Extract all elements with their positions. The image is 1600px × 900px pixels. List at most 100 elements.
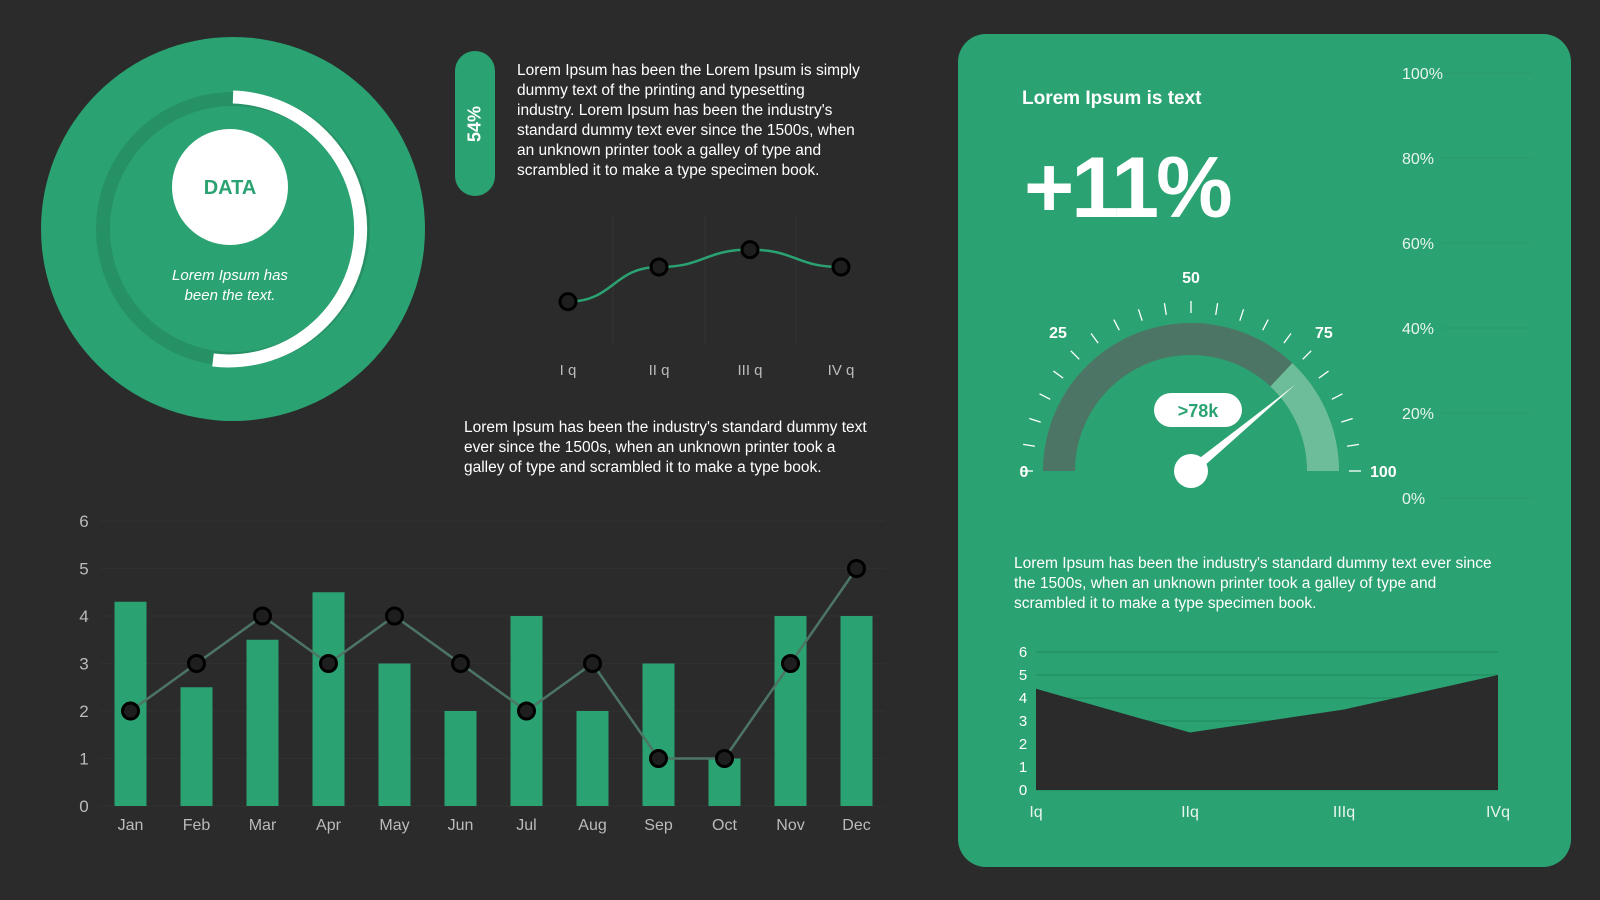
x-tick-label: Jun [448, 817, 474, 834]
x-tick-label: Jan [118, 817, 144, 834]
gauge-tick [1302, 350, 1312, 360]
y-tick-label: 3 [79, 655, 88, 674]
gauge-band-main [1043, 323, 1293, 471]
quarterly-line-chart: I q II q III q IV q [558, 215, 854, 379]
percent-tick-label: 20% [1402, 406, 1434, 423]
monthly-point [385, 606, 404, 626]
area-y-tick-label: 4 [1019, 690, 1027, 707]
gauge-tick [1331, 393, 1343, 400]
y-tick-label: 0 [79, 797, 88, 816]
gauge-tick [1239, 309, 1245, 321]
card-title: Lorem Ipsum is text [1022, 88, 1202, 109]
bar [246, 639, 279, 806]
text-line: Lorem Ipsum has been the industry's stan… [464, 419, 867, 436]
monthly-point [781, 654, 800, 673]
donut-center-disc [172, 129, 288, 245]
gauge-tick [1053, 370, 1064, 379]
gauge-tick [1215, 302, 1219, 316]
gauge-scale-label: 50 [1182, 270, 1200, 287]
area-y-tick-label: 2 [1019, 736, 1027, 753]
percent-tick-label: 80% [1402, 151, 1434, 168]
monthly-point [847, 559, 866, 578]
card-paragraph: Lorem Ipsum has been the industry's stan… [1014, 554, 1534, 614]
text-line: ever since the 1500s, when an unknown pr… [464, 439, 836, 456]
x-tick-label: Oct [712, 817, 737, 834]
percent-pill: 54% [455, 51, 495, 196]
bar [378, 663, 411, 806]
y-tick-label: 4 [79, 607, 88, 626]
gauge-tick [1039, 393, 1051, 400]
gauge-tick [1029, 417, 1041, 423]
text-line: scrambled it to make a type specimen boo… [517, 162, 820, 179]
text-line: industry. Lorem Ipsum has been the indus… [517, 102, 833, 119]
gauge-tick [1137, 309, 1143, 321]
card-big-value: +11% [1024, 140, 1233, 236]
percent-tick-label: 60% [1402, 236, 1434, 253]
monthly-point [517, 701, 536, 721]
area-x-tick-label: IIIq [1333, 804, 1355, 821]
x-tick-label: May [379, 817, 409, 834]
x-tick-label: Sep [644, 817, 673, 834]
y-tick-label: 1 [79, 750, 88, 769]
x-tick-label: Nov [776, 817, 804, 834]
y-tick-label: 5 [79, 560, 88, 579]
monthly-point [121, 701, 140, 721]
percent-tick-label: 100% [1402, 66, 1443, 83]
gauge-tick [1090, 333, 1099, 344]
monthly-point [451, 654, 470, 673]
monthly-point [319, 654, 338, 673]
gauge-scale-label: 75 [1315, 325, 1333, 342]
donut-widget: DATA Lorem Ipsum has been the text. [41, 37, 425, 421]
bar [642, 663, 675, 806]
area-y-tick-label: 6 [1019, 644, 1027, 661]
gauge-tick [1262, 319, 1269, 331]
x-tick-label: Aug [578, 817, 606, 834]
text-line: dummy text of the printing and typesetti… [517, 82, 805, 99]
quarter-tick-label: I q [560, 362, 577, 379]
top-paragraph: Lorem Ipsum has been the Lorem Ipsum is … [517, 61, 917, 181]
area-y-tick-label: 1 [1019, 759, 1027, 776]
monthly-point [253, 606, 272, 626]
text-line: Lorem Ipsum has been the industry's stan… [1014, 555, 1492, 572]
percent-axis: 100% 80% 60% 40% 20% 0% [1402, 66, 1532, 508]
area-y-tick-label: 5 [1019, 667, 1027, 684]
y-tick-label: 2 [79, 702, 88, 721]
donut-caption-line2: been the text. [185, 287, 276, 304]
donut-progress-arc [212, 90, 368, 368]
x-tick-label: Mar [249, 817, 277, 834]
gauge-tick [1283, 333, 1292, 344]
gauge-hub [1174, 454, 1208, 488]
gauge-badge-label: >78k [1178, 401, 1220, 421]
y-tick-label: 6 [79, 512, 88, 531]
monthly-point [187, 654, 206, 673]
text-line: standard dummy text ever since the 1500s… [517, 122, 855, 139]
x-tick-label: Apr [316, 817, 342, 834]
area-fill [1036, 675, 1498, 790]
bar [774, 616, 807, 806]
bar [180, 687, 213, 806]
monthly-bar-line-chart: 0 1 2 3 4 5 6 Jan Feb Mar Apr May Jun Jul Aug Sep Oct Nov… [79, 512, 885, 834]
gauge-tick [1318, 370, 1329, 379]
gauge-tick [1346, 443, 1360, 447]
gauge-scale-label: 0 [1020, 464, 1029, 481]
quarter-point [649, 257, 669, 277]
gauge: 0 25 50 75 100 >78k [1020, 270, 1397, 488]
gauge-band-high [1270, 363, 1339, 471]
gauge-tick [1341, 417, 1353, 423]
gauge-needle [1187, 384, 1296, 475]
monthly-point [583, 654, 602, 673]
percent-tick-label: 0% [1402, 491, 1425, 508]
text-line: galley of type and scrambled it to make … [464, 459, 822, 476]
middle-paragraph: Lorem Ipsum has been the industry's stan… [464, 418, 904, 478]
gauge-scale-label: 100 [1370, 464, 1397, 481]
bar [840, 616, 873, 806]
text-line: scrambled it to make a type specimen boo… [1014, 595, 1317, 612]
area-x-tick-label: IVq [1486, 804, 1510, 821]
area-y-tick-label: 3 [1019, 713, 1027, 730]
gauge-tick [1022, 443, 1036, 447]
gauge-scale-label: 25 [1049, 325, 1067, 342]
x-tick-label: Jul [516, 817, 536, 834]
text-line: Lorem Ipsum has been the Lorem Ipsum is … [517, 62, 860, 79]
x-tick-label: Dec [842, 817, 870, 834]
donut-center-label: DATA [204, 177, 257, 199]
